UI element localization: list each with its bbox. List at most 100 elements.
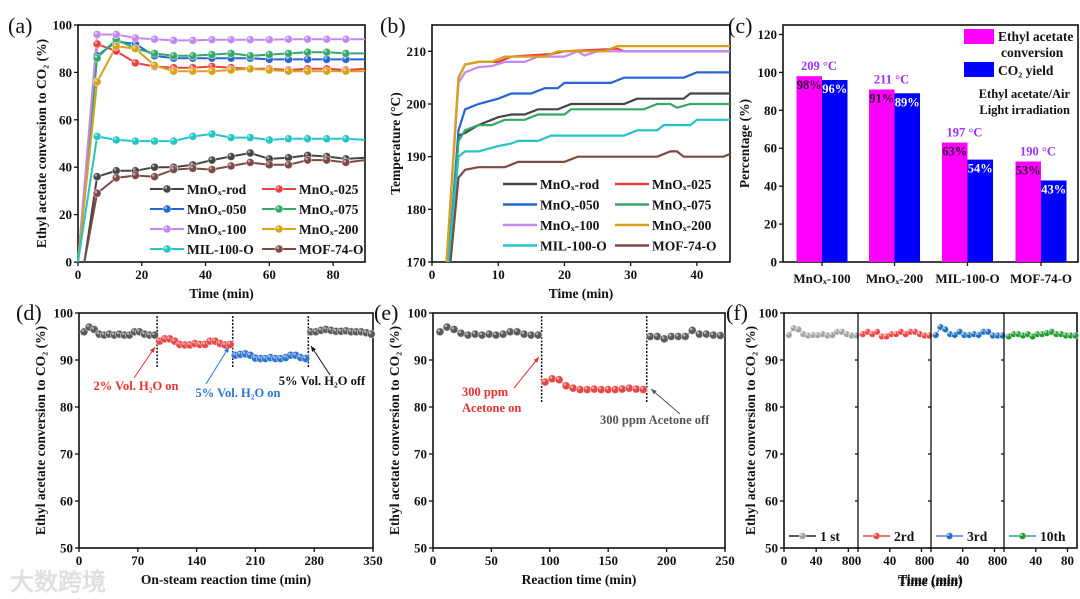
legend-label: MnOₓ-rod — [187, 182, 247, 197]
data-point — [111, 41, 121, 51]
data-point-highlight — [266, 52, 270, 55]
data-point-highlight — [884, 333, 887, 337]
data-point-highlight — [113, 43, 117, 47]
data-point-highlight — [898, 329, 901, 332]
series-line-MnOₓ-025 — [77, 42, 366, 263]
data-point — [274, 224, 284, 234]
data-point — [226, 49, 236, 58]
data-point-highlight — [197, 341, 201, 345]
data-point-highlight — [874, 329, 878, 332]
watermark: 大数跨境 — [10, 568, 106, 596]
data-point-highlight — [647, 333, 651, 337]
data-point — [303, 47, 313, 57]
data-point — [245, 64, 255, 74]
data-point-highlight — [209, 63, 213, 67]
data-point-highlight — [1020, 332, 1024, 336]
data-point — [150, 162, 159, 172]
data-point — [245, 35, 255, 45]
data-point — [245, 51, 255, 61]
data-point — [207, 155, 217, 165]
data-point-highlight — [865, 329, 868, 332]
data-point-highlight — [1011, 331, 1014, 335]
data-point — [188, 163, 198, 173]
data-point-highlight — [444, 324, 448, 328]
data-point-highlight — [276, 186, 280, 189]
data-point — [341, 158, 351, 167]
x-tick-label: 0 — [928, 553, 935, 568]
data-point-highlight — [131, 329, 135, 332]
data-point-highlight — [247, 66, 251, 69]
annotation-arrow — [205, 346, 230, 385]
x-tick-label: 10 — [492, 267, 505, 282]
data-point-highlight — [303, 355, 306, 359]
data-point-highlight — [324, 157, 327, 161]
y-axis-label: Ethyl acetate conversion to CO₂ (%) — [34, 39, 49, 248]
data-point-highlight — [209, 157, 213, 161]
x-tick-label: 100 — [540, 553, 560, 568]
data-point — [188, 131, 198, 141]
y-tick-label: 0 — [771, 255, 778, 270]
data-point-highlight — [283, 355, 286, 358]
data-point-highlight — [338, 328, 342, 332]
bar-value-label: 43% — [1041, 182, 1066, 196]
series-line-MOF-74-O — [83, 159, 366, 263]
y-tick-label: 80 — [765, 400, 778, 415]
data-point-highlight — [815, 332, 818, 336]
data-point-highlight — [633, 386, 637, 390]
data-point — [322, 66, 332, 76]
x-axis-label: On-steam reaction time (min) — [141, 572, 311, 587]
y-tick-label: 60 — [414, 494, 427, 509]
data-point-highlight — [136, 329, 140, 332]
data-point — [130, 58, 140, 68]
data-point-highlight — [619, 386, 623, 390]
data-point-highlight — [247, 53, 251, 56]
data-point-highlight — [116, 331, 120, 335]
data-point-highlight — [278, 355, 281, 359]
data-point-highlight — [276, 246, 280, 249]
data-point-highlight — [990, 332, 993, 336]
data-point-highlight — [192, 340, 196, 344]
data-point-highlight — [849, 332, 852, 336]
data-point-highlight — [654, 333, 658, 337]
data-point-highlight — [829, 332, 833, 336]
arrow-head — [533, 357, 539, 363]
data-point — [341, 34, 351, 44]
data-point — [264, 65, 274, 75]
data-point — [264, 35, 274, 45]
condition-label: Light irradiation — [979, 103, 1070, 117]
bar-value-label: 96% — [822, 82, 847, 96]
x-tick-label: 80 — [327, 267, 340, 282]
bar-conversion — [796, 76, 822, 262]
data-point-highlight — [598, 387, 602, 390]
data-point — [638, 385, 648, 395]
data-point-highlight — [786, 332, 789, 336]
annotation-acetone-on: Acetone on — [462, 401, 521, 415]
data-point-highlight — [222, 342, 226, 345]
data-point-highlight — [343, 159, 346, 163]
data-point-highlight — [952, 332, 955, 336]
data-point-highlight — [132, 60, 136, 63]
data-point-highlight — [640, 387, 644, 390]
x-tick-label: 40 — [810, 553, 823, 568]
plot-frame — [432, 312, 726, 549]
data-point-highlight — [612, 387, 616, 390]
data-point — [274, 204, 284, 214]
bar-value-label: 54% — [968, 162, 993, 176]
data-point-highlight — [995, 332, 998, 336]
bar-co2-yield — [967, 159, 993, 262]
category-label: MIL-100-O — [935, 271, 999, 286]
plot-frame — [782, 24, 1079, 263]
data-point-highlight — [247, 37, 251, 40]
data-point — [932, 331, 940, 339]
x-tick-label: 40 — [1029, 553, 1042, 568]
data-point-highlight — [285, 50, 289, 54]
data-point — [169, 51, 179, 61]
data-point-highlight — [451, 326, 455, 330]
data-point — [303, 66, 313, 76]
data-point-highlight — [1034, 331, 1038, 335]
data-point — [92, 77, 102, 87]
data-point-highlight — [212, 338, 216, 342]
series-line-MIL-100-O — [447, 118, 730, 263]
legend-label: conversion — [1001, 45, 1064, 60]
y-tick-label: 190 — [407, 149, 427, 164]
